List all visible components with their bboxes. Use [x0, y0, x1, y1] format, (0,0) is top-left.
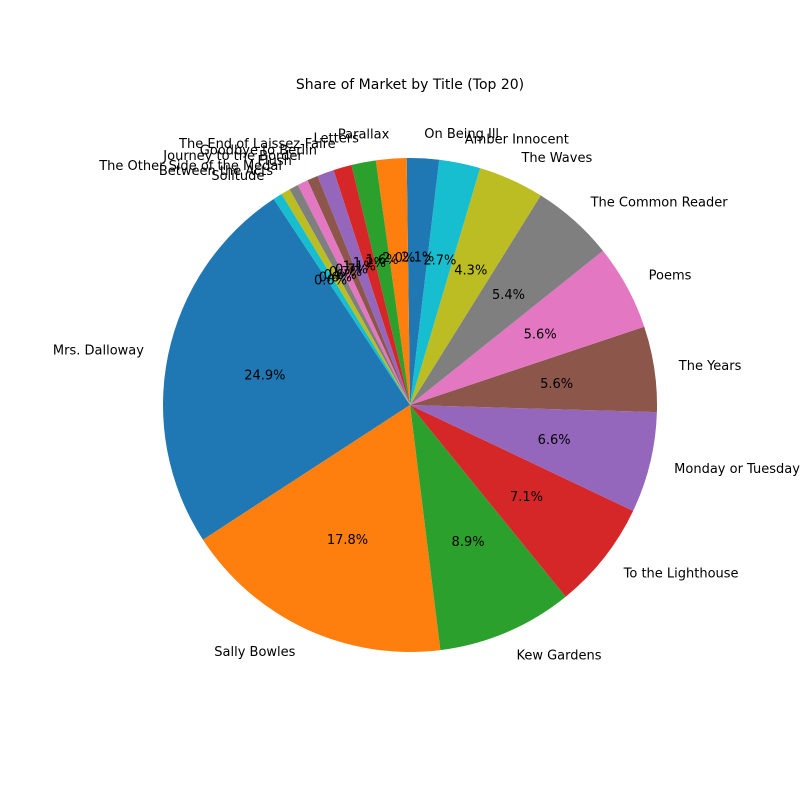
chart-title: Share of Market by Title (Top 20): [296, 77, 524, 93]
pie-slice: [273, 194, 410, 405]
slice-label: The End of Laissez-Faire: [178, 137, 336, 152]
pie-slice: [317, 170, 410, 405]
slice-percent: 1.1%: [343, 259, 376, 274]
slice-percent: 2.1%: [401, 251, 434, 266]
slice-percent: 24.9%: [244, 368, 285, 383]
slice-percent: 0.6%: [319, 271, 352, 286]
slice-label: On Being Ill: [424, 127, 499, 142]
pie-slice: [281, 189, 410, 405]
slice-percent: 0.6%: [324, 268, 357, 283]
slice-percent: 5.6%: [524, 328, 557, 343]
slice-percent: 5.4%: [492, 288, 525, 303]
slice-label: Poems: [649, 269, 692, 284]
pie-slice: [333, 165, 410, 405]
slice-label: Flush: [258, 154, 292, 169]
slice-label: Amber Innocent: [465, 132, 569, 147]
pie-slice: [410, 405, 566, 651]
slice-label: Monday or Tuesday: [674, 462, 800, 477]
slice-percent: 1.6%: [366, 253, 399, 268]
slice-label: To the Lighthouse: [623, 566, 739, 581]
pie-slice: [289, 184, 410, 405]
pie-slice: [410, 326, 658, 413]
slice-percent: 1.2%: [353, 256, 386, 271]
pie-slice: [297, 180, 410, 405]
slice-labels: Mrs. Dalloway Sally Bowles Kew Gardens To t…: [53, 127, 800, 663]
slice-label: Kew Gardens: [516, 649, 601, 664]
pie-slice: [202, 405, 441, 652]
slice-label: The Years: [678, 359, 742, 374]
slice-percent: 0.7%: [329, 265, 362, 280]
slice-percent: 4.3%: [454, 263, 487, 278]
slice-percent: 2.0%: [382, 251, 415, 266]
slice-label: The Waves: [520, 151, 592, 166]
slice-percent: 0.6%: [314, 273, 347, 288]
slice-label: The Other Side of the Medal: [98, 159, 282, 174]
pie-slice: [410, 405, 634, 597]
percent-labels: 24.9%17.8% 8.9%7.1%6.6%5.6%5.6%5.4%4.3%2.…: [244, 251, 573, 550]
pie-slice: [410, 250, 645, 405]
slice-label: The Common Reader: [590, 196, 729, 211]
slice-label: Mrs. Dalloway: [53, 343, 144, 358]
slice-percent: 8.9%: [452, 535, 485, 550]
slice-label: Parallax: [338, 128, 390, 143]
slice-percent: 7.1%: [510, 490, 543, 505]
slice-label: Goodbye to Berlin: [200, 143, 317, 158]
slice-label: Journey to the Border: [162, 149, 303, 164]
pie-wedges: [163, 157, 658, 652]
slice-percent: 2.7%: [423, 253, 456, 268]
pie-slice: [410, 159, 481, 405]
pie-slice: [351, 160, 410, 405]
slice-label: Sally Bowles: [214, 645, 295, 660]
pie-slice: [410, 405, 657, 511]
pie-slice: [410, 195, 603, 405]
slice-label: Solitude: [211, 169, 264, 184]
slice-percent: 17.8%: [327, 533, 368, 548]
pie-slice: [163, 199, 410, 540]
slice-percent: 5.6%: [540, 377, 573, 392]
slice-label: Between the Acts: [159, 164, 273, 179]
slice-percent: 0.7%: [335, 262, 368, 277]
slice-percent: 6.6%: [538, 433, 571, 448]
pie-slice: [410, 168, 541, 405]
pie-slice: [375, 158, 410, 405]
slice-label: Letters: [314, 132, 360, 147]
pie-slice: [307, 175, 410, 405]
pie-slice: [406, 157, 440, 405]
